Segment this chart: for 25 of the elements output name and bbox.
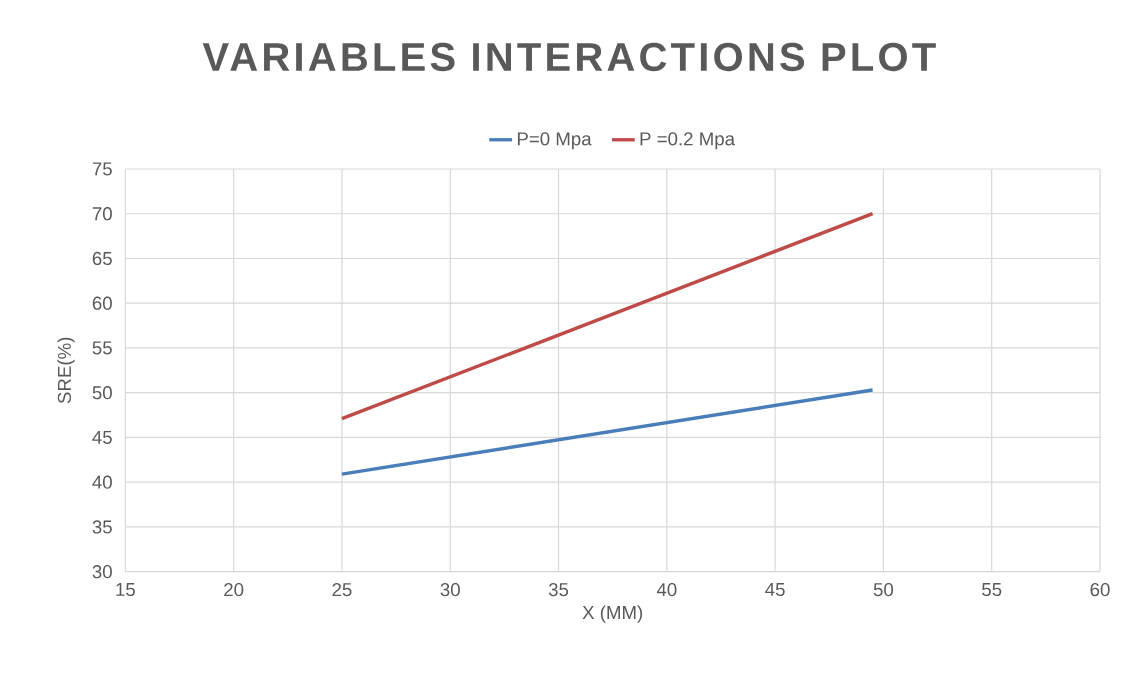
y-axis-title: SRE(%) bbox=[57, 337, 75, 404]
x-tick-label: 50 bbox=[873, 583, 894, 597]
x-tick-label: 25 bbox=[332, 583, 352, 597]
x-tick-label: 35 bbox=[548, 583, 569, 597]
x-tick-label: 60 bbox=[1090, 583, 1110, 597]
y-tick-label: 30 bbox=[92, 565, 112, 579]
x-tick-label: 30 bbox=[440, 583, 460, 597]
x-tick-label: 55 bbox=[982, 583, 1002, 597]
y-tick-label: 75 bbox=[92, 162, 112, 176]
x-tick-label: 40 bbox=[656, 583, 677, 597]
chart-title: VARIABLES INTERACTIONS PLOT bbox=[202, 42, 936, 72]
x-tick-label: 15 bbox=[116, 583, 135, 597]
y-tick-label: 55 bbox=[92, 341, 112, 355]
y-tick-label: 35 bbox=[92, 520, 112, 534]
x-tick-label: 45 bbox=[765, 583, 785, 597]
y-tick-label: 40 bbox=[92, 475, 112, 489]
legend-label: P=0 Mpa bbox=[517, 132, 592, 150]
x-axis-title: X (MM) bbox=[582, 605, 643, 623]
y-tick-label: 50 bbox=[92, 386, 112, 400]
x-tick-label: 20 bbox=[224, 583, 244, 597]
y-tick-label: 65 bbox=[92, 251, 112, 266]
y-tick-label: 70 bbox=[92, 207, 112, 221]
y-tick-label: 45 bbox=[92, 430, 112, 444]
legend-label: P =0.2 Mpa bbox=[640, 132, 736, 150]
y-tick-label: 60 bbox=[92, 296, 112, 310]
